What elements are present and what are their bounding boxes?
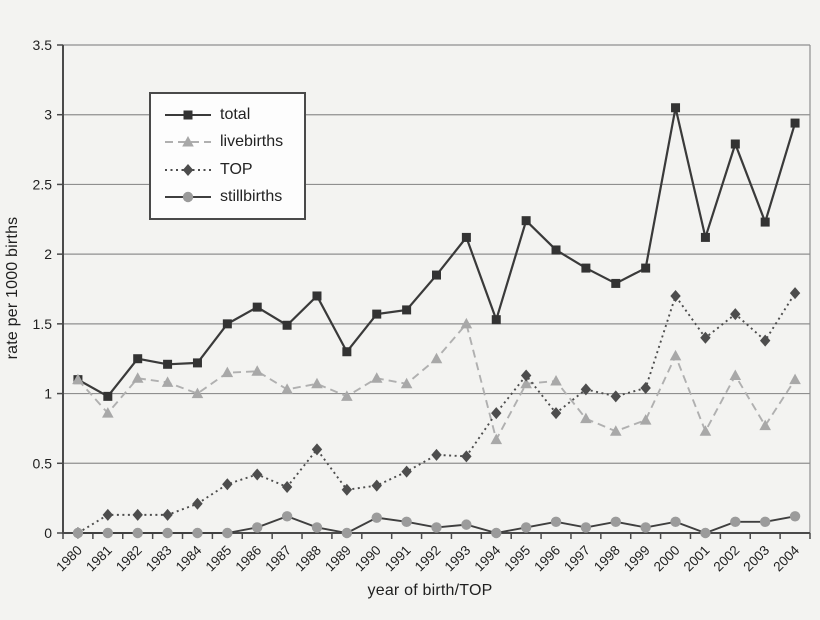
- legend-item-stillbirths: stillbirths: [163, 184, 296, 212]
- x-tick-label: 1988: [292, 543, 324, 575]
- x-tick-label: 1989: [322, 543, 354, 575]
- y-tick-label: 3: [44, 107, 52, 123]
- series-TOP: [72, 287, 801, 539]
- x-tick-label: 1986: [232, 543, 264, 575]
- y-tick-label: 0.5: [33, 455, 53, 471]
- x-tick-label: 1987: [262, 543, 294, 575]
- series-stillbirths: [72, 511, 801, 539]
- legend-marker-square-icon: [165, 110, 211, 120]
- legend-label-total: total: [220, 105, 251, 123]
- x-tick-label: 1996: [531, 543, 563, 575]
- series-livebirths: [72, 317, 801, 445]
- x-tick-label: 1983: [143, 543, 175, 575]
- x-tick-label: 1992: [412, 543, 444, 575]
- x-tick-label: 1984: [173, 542, 205, 574]
- y-tick-label: 0: [44, 525, 52, 541]
- x-tick-label: 1995: [501, 543, 533, 575]
- x-tick-label: 1982: [113, 543, 145, 575]
- y-tick-label: 1: [44, 386, 52, 402]
- x-tick-label: 1990: [352, 543, 384, 575]
- x-tick-label: 1997: [561, 543, 593, 575]
- x-tick-label: 1999: [621, 543, 653, 575]
- legend-item-total: total: [163, 101, 296, 129]
- legend-item-livebirths: livebirths: [163, 129, 296, 157]
- x-tick-label: 1993: [442, 543, 474, 575]
- x-tick-label: 2001: [681, 543, 713, 575]
- x-axis-title: year of birth/TOP: [367, 582, 493, 599]
- x-tick-label: 1985: [203, 543, 235, 575]
- y-tick-labels: 0 0.5 1 1.5 2 2.5 3 3.5: [33, 37, 53, 541]
- legend: total livebirths TOP stillbirths: [149, 92, 306, 220]
- legend-marker-triangle-icon: [165, 136, 211, 147]
- legend-label-livebirths: livebirths: [220, 133, 284, 151]
- y-axis-title: rate per 1000 births: [4, 216, 21, 360]
- x-tick-label: 2002: [711, 543, 743, 575]
- x-tick-label: 1980: [53, 543, 85, 575]
- legend-marker-circle-icon: [165, 192, 211, 203]
- y-tick-label: 2.5: [33, 176, 53, 192]
- legend-label-TOP: TOP: [220, 160, 253, 178]
- y-tick-label: 1.5: [33, 316, 53, 332]
- x-tick-label: 1991: [382, 543, 414, 575]
- legend-marker-diamond-icon: [165, 163, 211, 176]
- y-tick-label: 2: [44, 246, 52, 262]
- x-tick-label: 1994: [472, 542, 504, 574]
- legend-label-stillbirths: stillbirths: [220, 188, 283, 206]
- x-tick-label: 1981: [83, 543, 115, 575]
- x-tick-labels: 1980198119821983198419851986198719881989…: [53, 542, 802, 574]
- x-tick-label: 2000: [651, 543, 683, 575]
- x-tick-label: 1998: [591, 543, 623, 575]
- legend-item-TOP: TOP: [163, 156, 296, 184]
- x-tick-label: 2003: [740, 543, 772, 575]
- y-tick-label: 3.5: [33, 37, 53, 53]
- x-tick-label: 2004: [770, 542, 802, 574]
